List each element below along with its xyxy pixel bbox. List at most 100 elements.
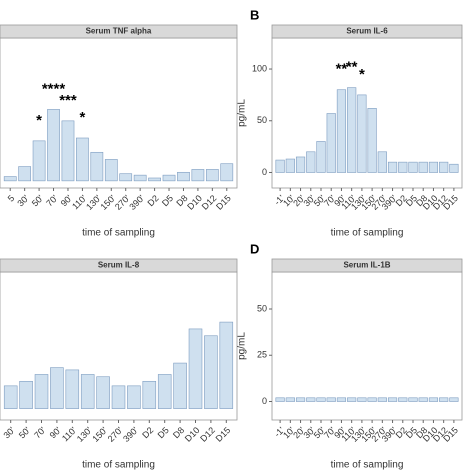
y-axis-label: pg/mL [237, 99, 248, 127]
annotation: * [79, 109, 85, 126]
bar [220, 163, 234, 182]
panel-title: Serum IL-1B [343, 261, 390, 270]
y-tick-label: 50 [257, 303, 267, 313]
y-tick-label: 0 [262, 396, 267, 406]
x-axis-label: time of sampling [82, 460, 155, 471]
bar [3, 385, 18, 409]
x-tick-label: D2 [145, 193, 160, 208]
y-axis-label: pg/mL [237, 332, 248, 360]
bar [111, 385, 126, 409]
bar [387, 161, 398, 173]
panel-letter: B [250, 7, 259, 22]
x-tick-label: 5 [6, 193, 17, 204]
bar [76, 137, 89, 182]
annotation: *** [59, 92, 77, 109]
bar [32, 140, 46, 182]
bar [316, 141, 326, 173]
strip [0, 258, 238, 273]
bar [96, 376, 110, 409]
bar [408, 397, 418, 402]
bar [398, 161, 408, 173]
panel-letter: D [250, 241, 259, 256]
bar [306, 151, 316, 173]
x-tick-label: 50' [17, 425, 33, 441]
bar [306, 397, 316, 402]
x-tick-label: D15 [214, 193, 233, 212]
bar [408, 161, 418, 173]
y-tick-label: 100 [252, 63, 267, 73]
bar [449, 397, 459, 402]
bar [418, 161, 428, 173]
x-tick-label: D5 [156, 425, 171, 440]
bar [336, 397, 347, 402]
x-axis-label: time of sampling [82, 228, 155, 239]
bar [204, 335, 218, 409]
bar [61, 120, 75, 182]
bar [50, 367, 64, 409]
x-axis-label: time of sampling [331, 460, 404, 471]
bar [80, 374, 95, 409]
x-tick-label: 270' [106, 425, 125, 444]
x-tick-label: D15 [214, 425, 233, 444]
annotation: ** [346, 59, 358, 76]
x-tick-label: 70' [32, 425, 48, 441]
bar [34, 374, 49, 409]
x-axis-label: time of sampling [331, 228, 404, 239]
bar [173, 362, 187, 409]
bar [65, 369, 80, 409]
x-tick-label: 70' [44, 193, 60, 209]
strip [0, 24, 238, 39]
bar [127, 385, 141, 409]
bar [377, 397, 387, 402]
bar [295, 397, 306, 402]
x-tick-label: D10 [183, 425, 202, 444]
bar [377, 151, 387, 173]
panel-title: Serum IL-6 [346, 27, 388, 36]
bar [191, 169, 205, 182]
bar [19, 380, 33, 409]
y-tick-label: 0 [262, 167, 267, 177]
bar [188, 328, 203, 409]
bar [148, 177, 161, 182]
bar [119, 173, 133, 182]
annotation: **** [42, 80, 66, 97]
plot-area [271, 271, 463, 421]
bar [387, 397, 398, 402]
bar [205, 169, 219, 182]
x-tick-label: D12 [198, 425, 217, 444]
bar [367, 397, 377, 402]
x-tick-label: 130' [75, 425, 94, 444]
x-tick-label: 390' [127, 193, 146, 212]
x-tick-label: D2 [140, 425, 155, 440]
bar [104, 159, 118, 182]
bar [357, 397, 367, 402]
x-tick-label: D5 [160, 193, 175, 208]
strip [271, 24, 463, 39]
bar [367, 108, 377, 173]
bar [439, 161, 449, 173]
bar [285, 397, 295, 402]
bar [219, 321, 234, 409]
annotation: * [36, 112, 42, 129]
x-tick-label: 390' [121, 425, 140, 444]
bar [295, 156, 306, 173]
x-tick-label: 30' [1, 425, 17, 441]
bar [3, 176, 17, 182]
bar [133, 174, 147, 182]
y-tick-label: 25 [257, 350, 267, 360]
x-tick-label: 50' [30, 193, 46, 209]
strip [271, 258, 463, 273]
bar [336, 89, 347, 173]
bar [47, 109, 60, 182]
x-tick-label: 110' [60, 425, 79, 444]
bar [157, 374, 172, 409]
bar [275, 397, 285, 402]
bar [18, 166, 32, 182]
panel-title: Serum TNF alpha [86, 27, 152, 36]
panel-title: Serum IL-8 [98, 261, 140, 270]
bar [398, 397, 408, 402]
y-tick-label: 50 [257, 115, 267, 125]
bar [418, 397, 428, 402]
x-tick-label: 30' [15, 193, 31, 209]
bar [316, 397, 326, 402]
